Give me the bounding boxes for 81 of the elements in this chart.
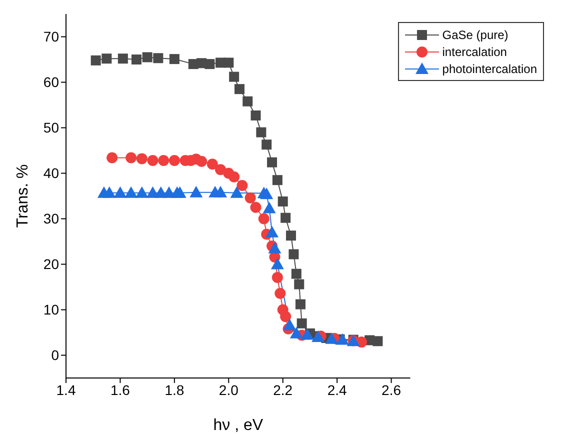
x-tick-label: 1.4 <box>56 382 76 398</box>
y-tick-label: 0 <box>51 347 60 364</box>
point <box>266 226 279 238</box>
point <box>229 72 240 82</box>
point <box>258 213 270 224</box>
point <box>173 186 186 198</box>
point <box>242 96 253 106</box>
y-tick-label: 70 <box>43 28 60 45</box>
y-tick-label: 60 <box>43 74 60 90</box>
point <box>280 212 291 223</box>
point <box>118 54 128 64</box>
y-tick-label: 10 <box>43 302 60 318</box>
point <box>126 152 137 164</box>
point <box>244 192 256 204</box>
x-tick-label: 2.2 <box>273 382 293 398</box>
point <box>142 52 152 62</box>
point <box>288 249 299 260</box>
x-tick-label: 2.4 <box>327 382 348 398</box>
point <box>250 202 262 213</box>
point <box>228 171 240 182</box>
point <box>106 152 118 164</box>
point <box>295 299 306 310</box>
point <box>234 84 244 94</box>
point <box>280 311 292 322</box>
point <box>262 202 276 214</box>
y-tick-label: 20 <box>43 256 60 272</box>
point <box>325 332 338 344</box>
point <box>278 196 288 206</box>
point <box>286 230 296 241</box>
point <box>204 59 215 70</box>
point <box>267 157 278 168</box>
point <box>168 155 180 166</box>
point <box>260 188 274 200</box>
point <box>135 186 148 198</box>
point <box>236 180 248 192</box>
point <box>250 110 261 120</box>
point <box>256 127 266 138</box>
point <box>158 155 170 166</box>
legend-label: intercalation <box>442 44 507 58</box>
x-tick-label: 1.8 <box>164 382 184 398</box>
point <box>124 186 138 198</box>
y-tick-label: 30 <box>43 210 60 227</box>
point <box>131 54 142 64</box>
point <box>114 186 127 198</box>
point <box>272 175 282 186</box>
point <box>147 155 158 166</box>
point <box>272 272 283 283</box>
point <box>300 328 314 340</box>
point <box>230 186 244 198</box>
y-tick-label: 50 <box>43 120 60 136</box>
point <box>215 164 226 176</box>
point <box>296 318 307 328</box>
point <box>274 288 286 299</box>
point <box>336 333 349 345</box>
point <box>291 268 302 279</box>
point <box>190 186 203 198</box>
point <box>270 258 284 270</box>
x-tick-label: 2.6 <box>382 382 402 398</box>
y-axis-title: Trans. % <box>14 164 32 228</box>
point <box>294 279 304 290</box>
point <box>153 53 164 64</box>
legend-label: GaSe (pure) <box>442 28 508 42</box>
point <box>136 153 148 164</box>
y-tick-label: 40 <box>43 165 60 182</box>
point <box>90 55 101 66</box>
point <box>224 58 234 68</box>
point <box>102 54 112 64</box>
point <box>283 318 296 330</box>
point <box>196 156 208 167</box>
legend-label: photointercalation <box>442 62 537 76</box>
point <box>169 54 180 64</box>
x-axis-title: hν , eV <box>213 417 264 434</box>
point <box>214 186 228 198</box>
point <box>290 326 303 338</box>
x-tick-label: 2.0 <box>218 382 239 398</box>
point <box>268 242 282 254</box>
point <box>372 336 383 346</box>
point <box>102 186 116 198</box>
point <box>262 140 272 150</box>
point <box>206 158 218 170</box>
x-tick-label: 1.6 <box>110 382 130 398</box>
